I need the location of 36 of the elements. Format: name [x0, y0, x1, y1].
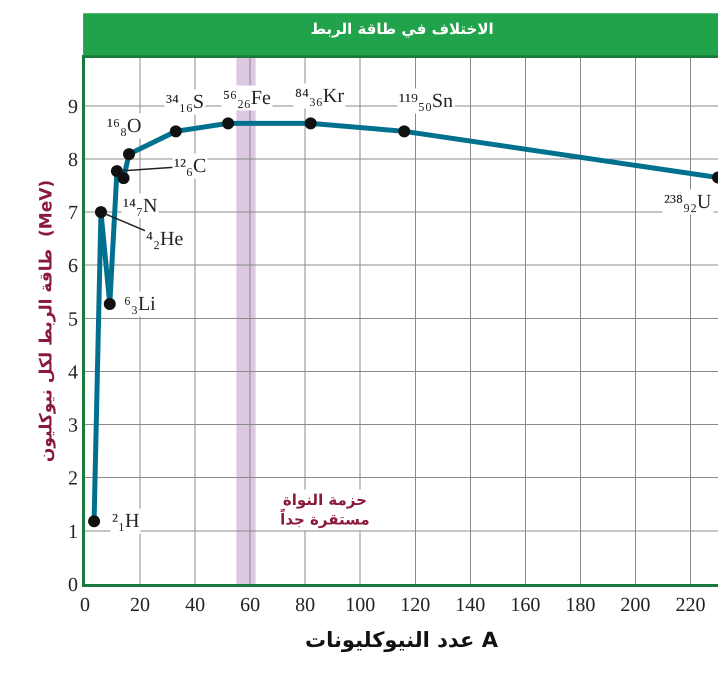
annotation: ¹¹⁹₅₀Sn — [399, 90, 454, 112]
y-axis-title: طاقة الربط لكل نيوكليون (MeV) — [36, 180, 57, 462]
x-tick-label: 220 — [675, 594, 706, 616]
annotation: ¹²₆C — [174, 155, 206, 177]
annotation: ²₁H — [112, 510, 140, 532]
annotation: ⁵⁶₂₆Fe — [223, 87, 272, 109]
x-tick-label: 160 — [510, 594, 540, 616]
x-tick-label: 80 — [295, 594, 316, 616]
y-tick-label: 8 — [68, 148, 78, 171]
x-tick-label: 200 — [620, 594, 650, 616]
annotation: ³⁴₁₆S — [166, 91, 204, 113]
y-tick-label: 6 — [68, 255, 78, 278]
chart-title: الاختلاف في طاقة الربط — [310, 20, 494, 38]
y-tick-label: 4 — [68, 361, 78, 384]
y-tick-label: 7 — [68, 202, 78, 224]
x-tick-label: 60 — [240, 594, 260, 616]
y-tick-label: 0 — [68, 574, 78, 596]
y-tick-label: 1 — [68, 520, 78, 543]
annotation: ⁸⁴₃₆Kr — [295, 85, 344, 107]
x-tick-label: 180 — [565, 594, 596, 616]
band-label: حزمة النواة مستقرة جداً — [280, 491, 370, 528]
annotation: ⁴₂He — [146, 228, 184, 250]
x-tick-label: 140 — [455, 594, 486, 616]
y-tick-label: 5 — [68, 308, 78, 330]
annotation: ²³⁸₉₂U — [664, 191, 712, 213]
y-tick-label: 3 — [68, 414, 78, 437]
x-tick-label: 120 — [400, 594, 430, 616]
y-tick-label: 2 — [68, 468, 78, 490]
x-tick-label: 40 — [185, 594, 206, 616]
y-tick-label: 9 — [68, 96, 78, 118]
x-axis-title: عدد النيوكليونات A — [305, 628, 499, 654]
annotation: ¹⁴₇N — [123, 195, 158, 217]
annotation: ¹⁶₈O — [107, 115, 142, 137]
x-tick-label: 20 — [130, 594, 150, 616]
x-tick-label: 100 — [345, 594, 376, 616]
annotation: ⁶₃Li — [124, 293, 156, 315]
